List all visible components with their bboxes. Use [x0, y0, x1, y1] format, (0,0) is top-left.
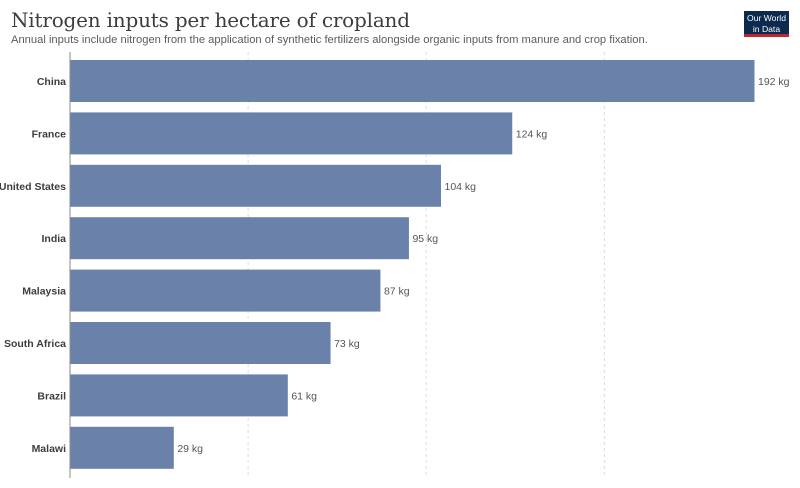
category-label: India — [41, 233, 66, 245]
value-label: 61 kg — [291, 390, 317, 402]
category-label: Malaysia — [22, 286, 66, 298]
category-label: South Africa — [4, 338, 66, 350]
bar — [70, 322, 331, 364]
category-label: Brazil — [37, 390, 66, 402]
bar — [70, 164, 441, 207]
value-label: 124 kg — [516, 128, 548, 140]
category-label: United States — [0, 181, 66, 193]
bar — [70, 60, 755, 102]
category-label: China — [37, 76, 66, 88]
bar — [70, 426, 174, 469]
value-label: 192 kg — [758, 76, 790, 88]
value-label: 87 kg — [384, 286, 410, 298]
logo-line-1: Our World — [747, 13, 786, 23]
chart-title: Nitrogen inputs per hectare of cropland — [11, 8, 410, 32]
bar — [70, 217, 409, 260]
category-label: Malawi — [32, 443, 67, 455]
bars — [70, 60, 755, 469]
value-label: 95 kg — [412, 233, 438, 245]
category-labels: China France United States India Malaysia Sou… — [0, 76, 66, 455]
chart-subtitle: Annual inputs include nitrogen from the … — [11, 34, 648, 46]
bar — [70, 112, 513, 155]
value-labels: 192 kg 124 kg 104 kg 95 kg 87 kg 73 kg 61 kg 29… — [177, 76, 789, 455]
bar — [70, 374, 288, 417]
category-label: France — [32, 128, 67, 140]
owid-logo[interactable]: Our World in Data — [744, 11, 789, 37]
logo-line-2: in Data — [752, 23, 781, 34]
value-label: 73 kg — [334, 338, 360, 350]
value-label: 29 kg — [177, 443, 203, 455]
bar — [70, 269, 381, 312]
value-label: 104 kg — [445, 181, 477, 193]
